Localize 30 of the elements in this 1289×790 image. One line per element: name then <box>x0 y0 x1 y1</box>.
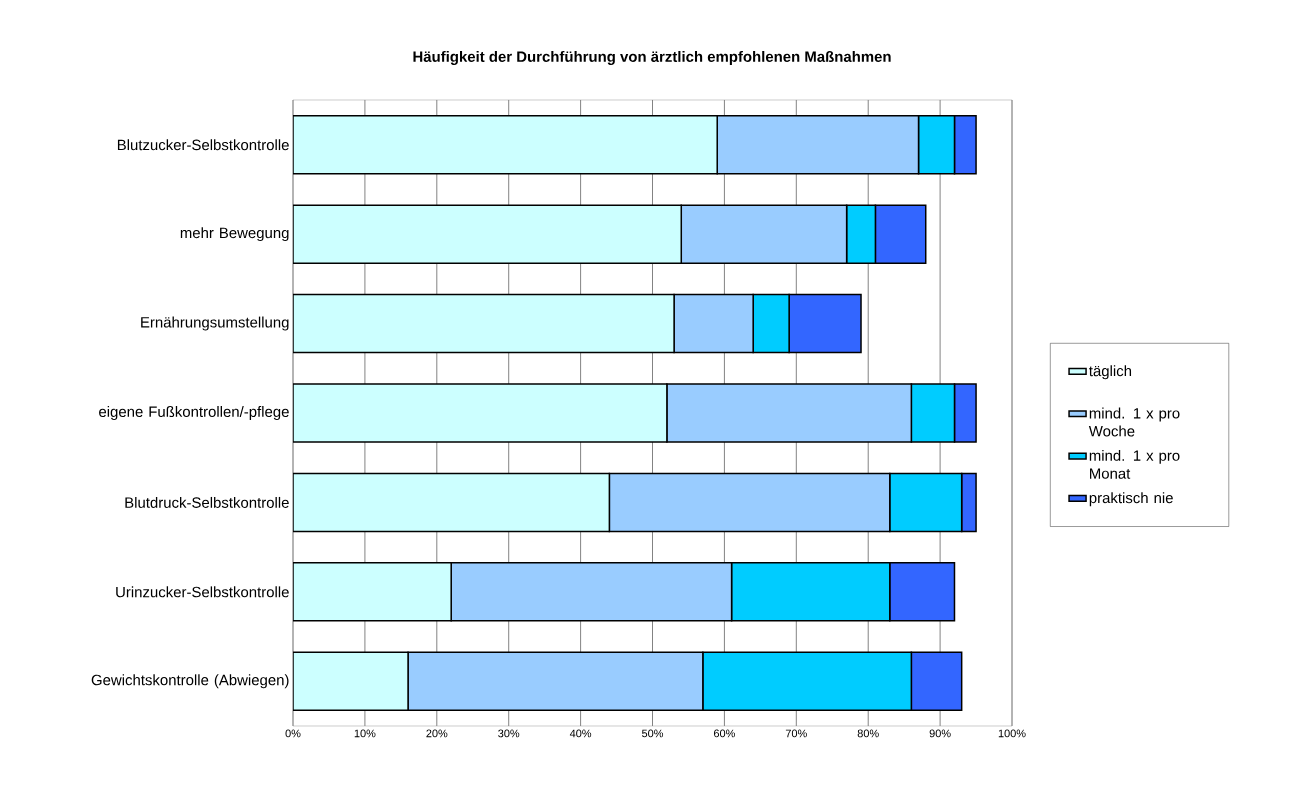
x-tick-label: 20% <box>426 729 448 738</box>
y-tick-label: Gewichtskontrolle (Abwiegen) <box>91 674 289 689</box>
x-tick-label: 10% <box>354 729 376 738</box>
x-tick-label: 60% <box>714 729 735 738</box>
x-tick-label: 70% <box>785 729 807 738</box>
bar <box>293 383 668 443</box>
y-tick-label: eigene Fußkontrollen/-pflege <box>99 406 289 420</box>
y-tick-label: Ernährungsumstellung <box>141 316 289 331</box>
x-tick-label: 0% <box>285 729 301 738</box>
chart-title: Häufigkeit der Durchführung von ärztlich empfohlenen Maßnahmen <box>413 50 891 65</box>
x-tick-label: 100% <box>998 729 1026 738</box>
bar <box>293 472 611 533</box>
bar <box>293 114 718 175</box>
legend-label: praktisch nie <box>1089 492 1173 507</box>
x-tick-label: 30% <box>498 729 520 738</box>
x-tick-label: 50% <box>641 729 664 738</box>
y-tick-label: Blutdruck-Selbstkontrolle <box>125 496 289 508</box>
legend-label: täglich <box>1089 365 1132 380</box>
bar <box>293 293 675 354</box>
legend-label: mind. 1 x pro Woche <box>1088 407 1180 437</box>
bar <box>293 562 452 622</box>
y-tick-label: mehr Bewegung <box>180 227 289 242</box>
y-tick-label: Blutzucker-Selbstkontrolle <box>117 139 289 151</box>
y-tick-label: Urinzucker-Selbstkontrolle <box>116 586 289 598</box>
x-tick-label: 90% <box>929 729 951 738</box>
x-tick-label: 40% <box>569 729 592 738</box>
legend-label: mind. 1 x pro Monat <box>1089 449 1180 479</box>
bar <box>293 651 409 712</box>
x-tick-label: 80% <box>857 729 879 738</box>
bar <box>293 204 683 264</box>
